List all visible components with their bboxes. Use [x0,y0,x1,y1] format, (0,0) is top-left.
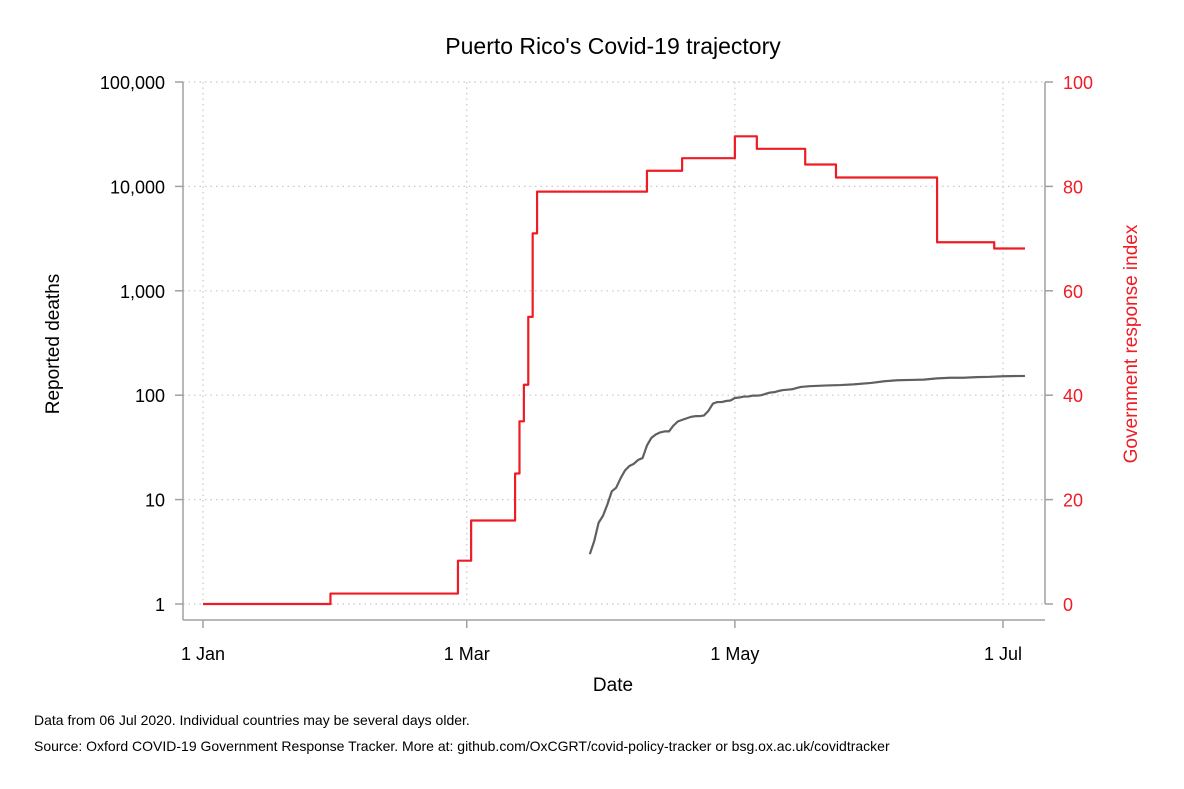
right-tick-label: 100 [1063,73,1093,93]
left-tick-label: 10 [145,491,165,511]
data-date-note: Data from 06 Jul 2020. Individual countr… [34,712,470,728]
deaths-line [588,374,1025,555]
x-tick-label: 1 May [710,644,759,664]
x-tick-label: 1 Jul [984,644,1022,664]
right-tick-label: 20 [1063,491,1083,511]
series-layer [203,135,1025,606]
y-axis-label-left: Reported deaths [43,274,64,415]
chart: Puerto Rico's Covid-19 trajectory 1 10 100… [43,33,1142,696]
right-tick-label: 60 [1063,282,1083,302]
right-tick-label: 80 [1063,177,1083,197]
left-tick-label: 1,000 [120,282,165,302]
gridlines [183,81,1045,605]
x-tick-label: 1 Mar [444,644,490,664]
left-tick-label: 100,000 [100,73,165,93]
response-index-line [203,135,1025,606]
axes: 1 10 100 1,000 10,000 100,000 0 20 40 60 80 100 1 Ja… [100,73,1093,664]
left-tick-label: 10,000 [110,177,165,197]
left-tick-label: 1 [155,595,165,615]
source-note: Source: Oxford COVID-19 Government Respo… [34,738,890,754]
right-tick-label: 0 [1063,595,1073,615]
y-axis-label-right: Government response index [1121,224,1142,463]
x-tick-label: 1 Jan [181,644,225,664]
x-axis-label: Date [593,675,633,696]
chart-title: Puerto Rico's Covid-19 trajectory [445,33,781,59]
right-tick-label: 40 [1063,386,1083,406]
left-tick-label: 100 [135,386,165,406]
